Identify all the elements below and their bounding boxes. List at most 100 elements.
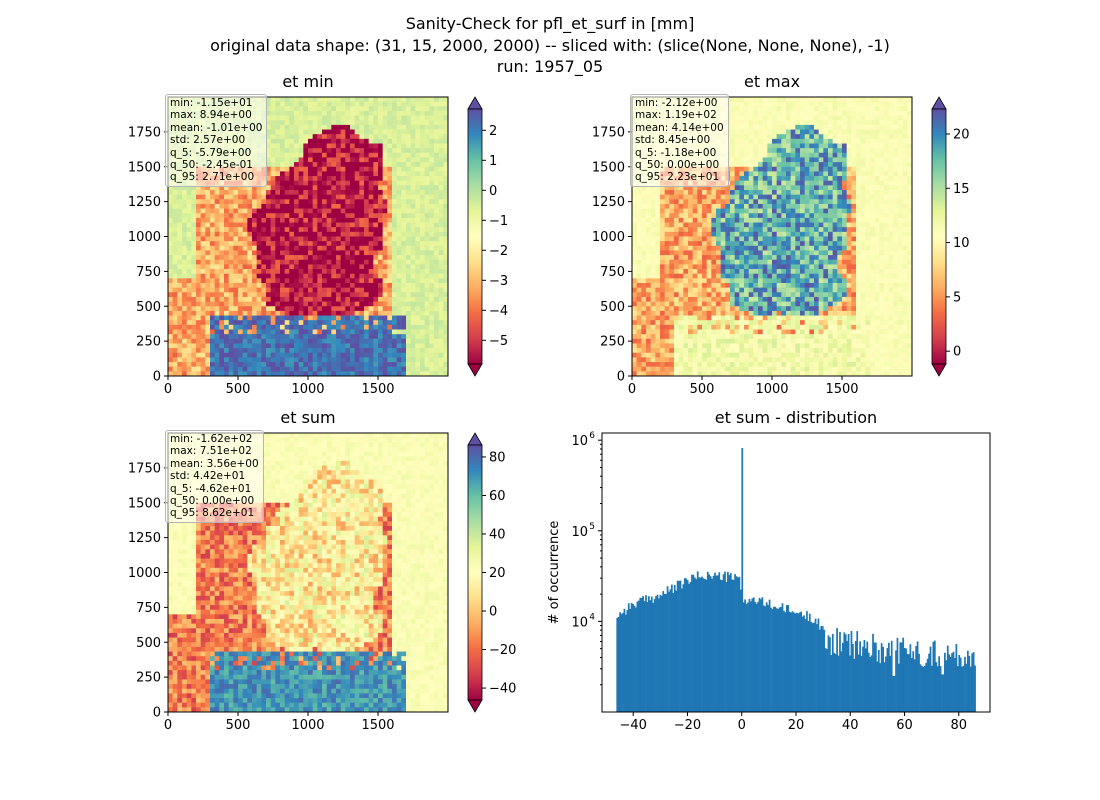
heatmap-cell <box>214 310 220 316</box>
heatmap-cell <box>392 269 398 275</box>
heatmap-cell <box>744 166 750 172</box>
heatmap-cell <box>261 362 267 368</box>
heatmap-cell <box>280 287 286 293</box>
heatmap-cell <box>874 120 880 126</box>
heatmap-cell <box>364 134 370 140</box>
heatmap-cell <box>266 348 272 354</box>
heatmap-cell <box>856 152 862 158</box>
heatmap-cell <box>182 310 188 316</box>
heatmap-cell <box>438 129 444 135</box>
heatmap-cell <box>219 236 225 242</box>
heatmap-cell <box>303 180 309 186</box>
heatmap-cell <box>410 357 416 363</box>
colorbar-tick-label: 0 <box>489 184 497 199</box>
heatmap-cell <box>758 176 764 182</box>
heatmap-cell <box>280 348 286 354</box>
heatmap-cell <box>210 185 216 191</box>
heatmap-cell <box>420 259 426 265</box>
heatmap-cell <box>744 176 750 182</box>
heatmap-cell <box>172 348 178 354</box>
colorbar-tick-label: −2 <box>489 244 508 259</box>
heatmap-cell <box>219 348 225 354</box>
heatmap-cell <box>312 203 318 209</box>
heatmap-cell <box>186 343 192 349</box>
heatmap-cell <box>865 129 871 135</box>
heatmap-cell <box>350 343 356 349</box>
heatmap-cell <box>429 194 435 200</box>
heatmap-cell <box>410 269 416 275</box>
heatmap-cell <box>415 259 421 265</box>
heatmap-cell <box>373 217 379 223</box>
heatmap-cell <box>420 166 426 172</box>
heatmap-cell <box>753 97 759 102</box>
heatmap-cell <box>186 203 192 209</box>
heatmap-cell <box>870 129 876 135</box>
heatmap-cell <box>168 348 174 354</box>
heatmap-cell <box>753 115 759 121</box>
heatmap-cell <box>331 190 337 195</box>
heatmap-cell <box>182 343 188 349</box>
heatmap-cell <box>186 264 192 270</box>
heatmap-cell <box>378 315 384 321</box>
heatmap-cell <box>776 106 782 112</box>
heatmap-cell <box>205 203 211 209</box>
heatmap-cell <box>331 171 337 177</box>
heatmap-cell <box>410 241 416 247</box>
heatmap-cell <box>387 138 393 144</box>
heatmap-cell <box>396 278 402 284</box>
heatmap-cell <box>294 143 300 149</box>
heatmap-cell <box>382 241 388 247</box>
heatmap-cell <box>261 320 267 326</box>
heatmap-cell <box>228 315 234 321</box>
heatmap-cell <box>823 134 829 140</box>
heatmap-cell <box>280 185 286 191</box>
heatmap-cell <box>303 287 309 293</box>
heatmap-cell <box>725 194 731 200</box>
heatmap-cell <box>233 338 239 344</box>
heatmap-cell <box>298 152 304 158</box>
heatmap-cell <box>182 236 188 242</box>
heatmap-cell <box>182 366 188 372</box>
heatmap-cell <box>401 343 407 349</box>
heatmap-cell <box>340 190 346 195</box>
heatmap-cell <box>308 203 314 209</box>
heatmap-cell <box>828 110 834 116</box>
heatmap-cell <box>359 190 365 195</box>
heatmap-cell <box>424 129 430 135</box>
heatmap-cell <box>289 278 295 284</box>
heatmap-cell <box>828 120 834 126</box>
heatmap-cell <box>312 171 318 177</box>
heatmap-cell <box>270 227 276 233</box>
heatmap-cell <box>744 194 750 200</box>
heatmap-cell <box>879 101 885 107</box>
heatmap-cell <box>340 329 346 335</box>
heatmap-cell <box>865 194 871 200</box>
heatmap-cell <box>289 231 295 237</box>
heatmap-cell <box>387 217 393 223</box>
heatmap-cell <box>317 245 323 251</box>
heatmap-cell <box>261 306 267 312</box>
heatmap-cell <box>322 171 328 177</box>
heatmap-cell <box>312 362 318 368</box>
heatmap-cell <box>233 334 239 340</box>
heatmap-cell <box>387 338 393 344</box>
heatmap-cell <box>336 208 342 214</box>
heatmap-cell <box>368 231 374 237</box>
heatmap-cell <box>261 269 267 275</box>
heatmap-cell <box>284 166 290 172</box>
heatmap-cell <box>688 194 694 200</box>
heatmap-cell <box>373 357 379 363</box>
heatmap-cell <box>336 115 342 121</box>
heatmap-cell <box>326 176 332 182</box>
heatmap-cell <box>168 199 174 205</box>
heatmap-cell <box>758 115 764 121</box>
heatmap-cell <box>317 348 323 354</box>
heatmap-cell <box>177 338 183 344</box>
heatmap-cell <box>790 162 796 168</box>
heatmap-cell <box>814 97 820 102</box>
heatmap-cell <box>434 320 440 326</box>
heatmap-cell <box>224 190 230 195</box>
heatmap-cell <box>200 255 206 261</box>
heatmap-cell <box>284 329 290 335</box>
heatmap-cell <box>683 185 689 191</box>
